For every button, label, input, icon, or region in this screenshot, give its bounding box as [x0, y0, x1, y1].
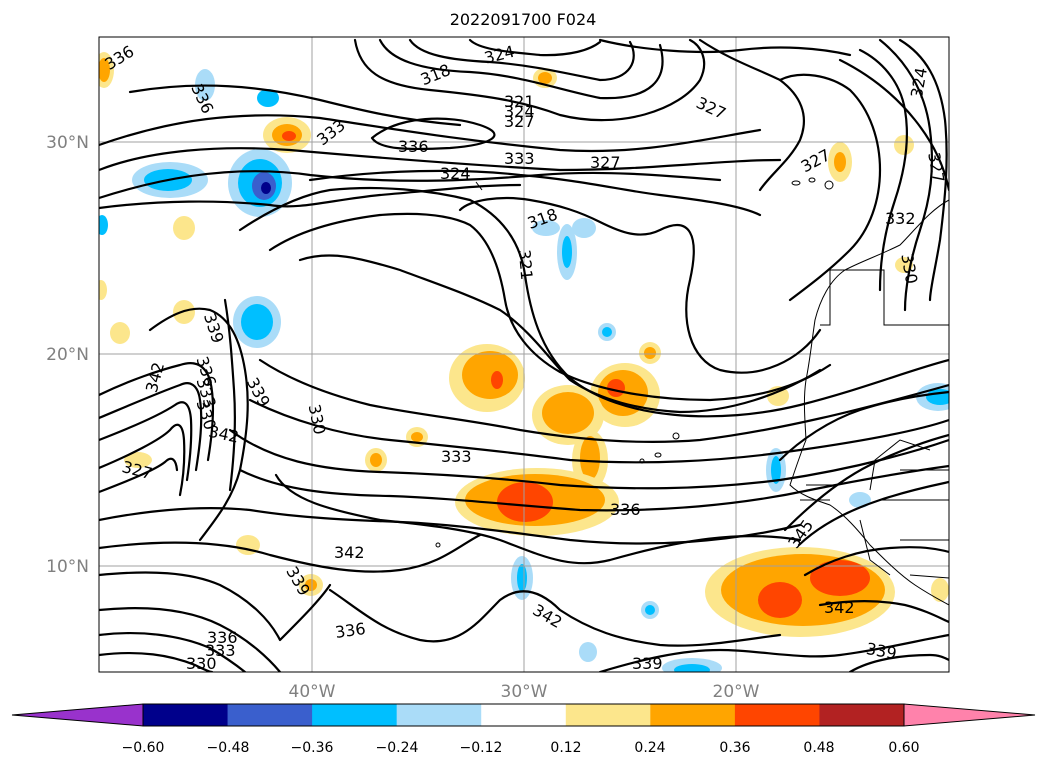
- contour-label: 324: [504, 102, 535, 121]
- contour-label: 333: [504, 149, 535, 168]
- colorbar-tick: 0.36: [719, 740, 750, 756]
- colorbar-tick: 0.24: [634, 740, 665, 756]
- contour-label: 336: [207, 628, 238, 647]
- contour-lines: [99, 38, 949, 672]
- colorbar-tick: −0.48: [207, 740, 250, 756]
- contour-label: 336: [334, 619, 367, 642]
- lon-label-30w: 30°W: [501, 682, 548, 702]
- colorbar-segment: [650, 704, 736, 726]
- map-frame: [98, 36, 950, 673]
- colorbar-tick: −0.36: [291, 740, 334, 756]
- colorbar-segment: [819, 704, 905, 726]
- contour-label: 321: [504, 92, 535, 111]
- colorbar-segment: [143, 704, 229, 726]
- coastlines: [435, 177, 949, 606]
- contour-label: 324: [440, 164, 471, 183]
- colorbar-segment: [396, 704, 482, 726]
- contour-label: 336: [610, 500, 641, 519]
- colorbar-tick: 0.60: [888, 740, 919, 756]
- colorbar-segment: [734, 704, 820, 726]
- contour-label: 327: [590, 153, 621, 172]
- lat-label-10n: 10°N: [46, 557, 89, 577]
- colorbar-tick: 0.12: [550, 740, 581, 756]
- lon-label-40w: 40°W: [289, 682, 336, 702]
- negative-shading: [99, 69, 949, 672]
- lat-label-30n: 30°N: [46, 133, 89, 153]
- lat-label-20n: 20°N: [46, 345, 89, 365]
- colorbar-segment: [481, 704, 567, 726]
- colorbar-outline: [142, 703, 905, 727]
- contour-label: 342: [824, 598, 855, 617]
- colorbar-segments: [143, 704, 905, 726]
- lon-label-20w: 20°W: [713, 682, 760, 702]
- colorbar-segment: [565, 704, 651, 726]
- map-title: 2022091700 F024: [450, 10, 597, 29]
- colorbar-tick: −0.24: [376, 740, 419, 756]
- colorbar-tick: 0.48: [803, 740, 834, 756]
- contour-label-layer: 336 336 318 324 321 324 327 327 333 336 …: [101, 42, 948, 673]
- contour-label: 321: [515, 249, 537, 281]
- latitude-labels: 30°N 20°N 10°N: [46, 133, 89, 577]
- positive-shading: [99, 52, 949, 637]
- contour-label: 339: [632, 654, 663, 673]
- colorbar-tick-labels: −0.60 −0.48 −0.36 −0.24 −0.12 0.12 0.24 …: [122, 740, 920, 756]
- contour-label: 336: [398, 137, 429, 156]
- contour-label: 327: [504, 112, 535, 131]
- colorbar-under-arrow: [11, 703, 144, 727]
- colorbar-over-arrow: [903, 703, 1036, 727]
- longitude-labels: 40°W 30°W 20°W: [289, 682, 760, 702]
- map-plot-area: [99, 37, 949, 672]
- colorbar-tick: −0.12: [460, 740, 503, 756]
- contour-label: 330: [186, 654, 217, 673]
- contour-label: 332: [885, 209, 916, 228]
- contour-label: 333: [205, 641, 236, 660]
- colorbar: −0.60 −0.48 −0.36 −0.24 −0.12 0.12 0.24 …: [11, 703, 1036, 756]
- colorbar-segment: [312, 704, 398, 726]
- contour-label: 342: [334, 543, 365, 562]
- contour-label: 333: [441, 447, 472, 466]
- colorbar-segment: [227, 704, 313, 726]
- colorbar-tick: −0.60: [122, 740, 165, 756]
